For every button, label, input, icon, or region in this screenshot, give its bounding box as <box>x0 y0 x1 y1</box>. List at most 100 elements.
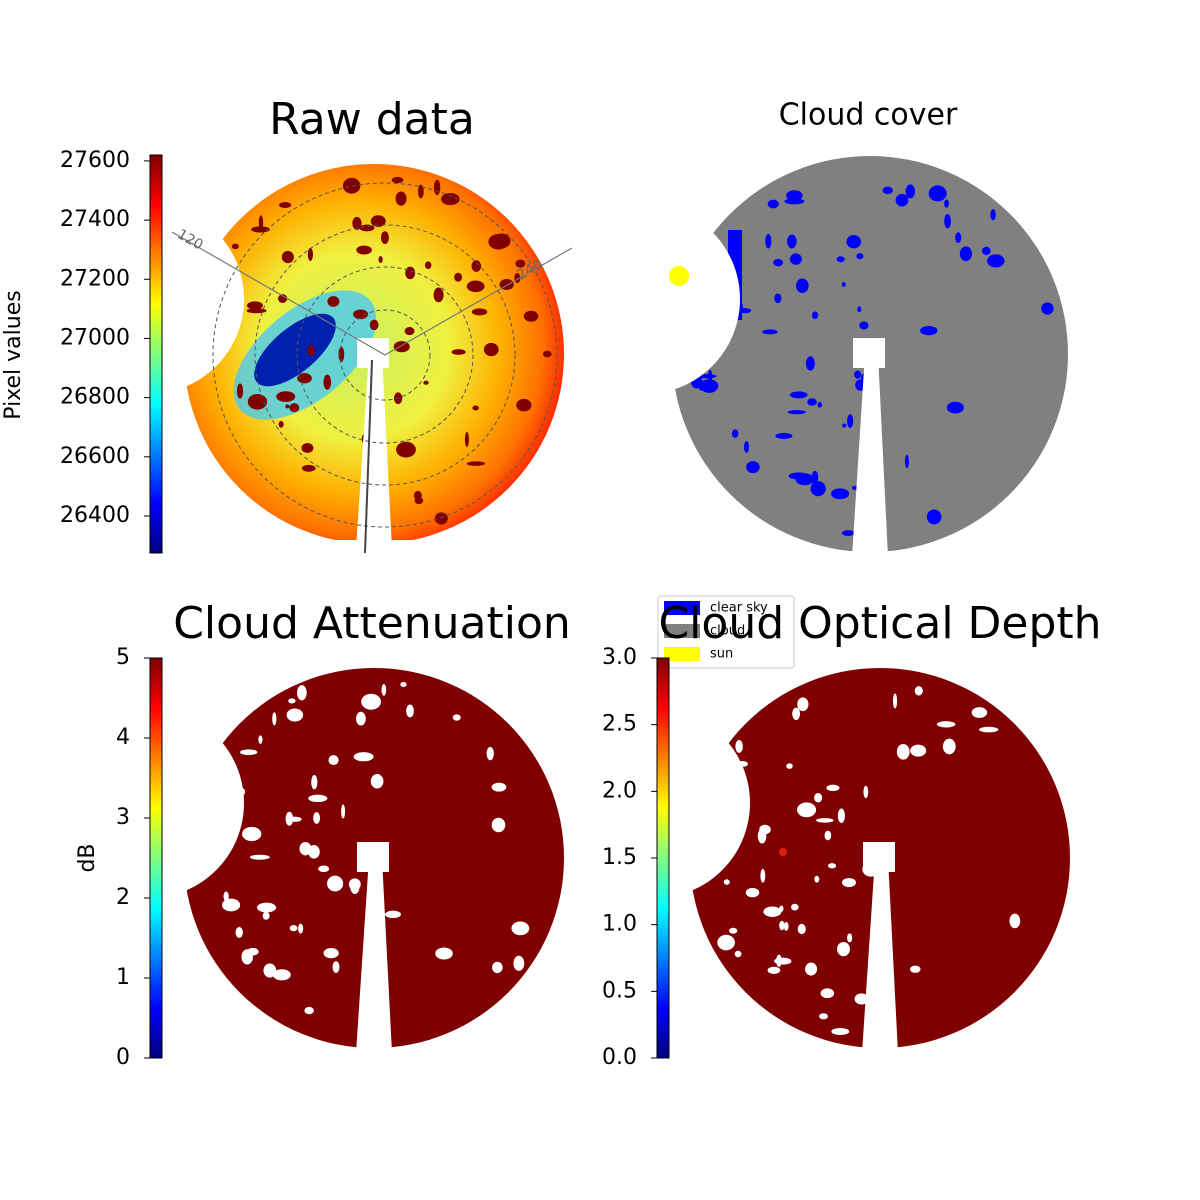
spot <box>223 891 229 902</box>
spot <box>423 380 429 385</box>
spot <box>391 176 404 184</box>
spot <box>981 246 991 256</box>
colorbar-label: dB <box>75 843 100 872</box>
spot <box>805 962 818 976</box>
panel-title: Raw data <box>269 94 475 145</box>
spot <box>249 854 270 860</box>
spot <box>797 923 806 935</box>
spot <box>774 957 792 965</box>
spot <box>746 461 760 474</box>
spot <box>775 432 793 439</box>
spot <box>914 686 923 696</box>
spot <box>355 711 366 726</box>
spot <box>797 802 817 818</box>
spot <box>308 794 328 803</box>
spot <box>854 993 869 1005</box>
spot <box>774 293 782 304</box>
notch <box>184 714 244 892</box>
spot <box>765 233 772 249</box>
spot <box>831 1028 850 1036</box>
spot <box>272 969 291 981</box>
spot <box>847 933 853 943</box>
polar-ring <box>254 224 516 486</box>
spot <box>760 869 766 883</box>
legend-label: sun <box>710 647 733 662</box>
spot <box>820 988 835 999</box>
spot <box>400 681 407 688</box>
polar-ring <box>212 182 558 528</box>
sky-image <box>690 668 1070 1048</box>
spot <box>318 865 330 873</box>
mast-head <box>357 338 389 368</box>
spot <box>816 818 834 823</box>
spot <box>757 828 767 844</box>
spot <box>313 812 321 824</box>
spot <box>892 693 898 709</box>
spot <box>433 287 444 303</box>
spot <box>859 321 869 330</box>
spot-high <box>779 848 787 856</box>
spot <box>944 199 950 208</box>
spot <box>786 763 793 769</box>
spot <box>1009 913 1021 929</box>
spot <box>472 405 479 411</box>
spot <box>304 1006 314 1015</box>
spot <box>258 735 263 744</box>
spot <box>882 186 893 195</box>
legend-label: clear sky <box>710 601 768 616</box>
spot <box>824 830 832 841</box>
colorbar-tick-label: 1.0 <box>602 912 637 937</box>
spot <box>385 910 401 919</box>
spot <box>281 250 294 264</box>
spot <box>516 398 532 412</box>
panel-title: Cloud Optical Depth <box>658 598 1101 649</box>
spot <box>841 530 855 537</box>
spot <box>784 198 805 205</box>
spot <box>434 512 448 525</box>
spot <box>424 261 432 269</box>
spot <box>350 879 360 894</box>
spot <box>946 401 964 414</box>
colorbar-tick-label: 2.5 <box>602 712 637 737</box>
spot <box>826 784 840 792</box>
spot <box>441 193 460 206</box>
spot <box>246 308 267 314</box>
spot <box>723 879 730 885</box>
spot <box>910 965 921 973</box>
spot <box>486 746 494 761</box>
spot <box>814 875 820 883</box>
sky-image <box>672 156 1068 551</box>
spot <box>342 177 361 194</box>
spot <box>404 327 415 336</box>
spot <box>235 926 243 938</box>
spot <box>863 785 869 799</box>
colorbar-tick-label: 3 <box>116 805 130 830</box>
legend-label: cloud <box>710 624 745 639</box>
spot <box>256 902 277 913</box>
colorbar <box>149 657 163 1059</box>
spot <box>323 948 339 959</box>
colorbar-tick-label: 26600 <box>60 444 130 469</box>
spot <box>471 308 488 316</box>
spot <box>936 721 956 728</box>
spot <box>789 391 808 399</box>
spot <box>846 235 862 249</box>
spot <box>492 961 503 974</box>
spot <box>743 441 750 453</box>
spot <box>783 921 789 931</box>
panel-title: Cloud cover <box>779 98 958 133</box>
spot <box>395 191 407 206</box>
spot <box>452 714 461 721</box>
polar-spoke <box>171 231 386 356</box>
spot <box>896 744 910 760</box>
spot <box>464 432 469 447</box>
colorbar-tick-label: 1.5 <box>602 845 637 870</box>
colorbar-tick-label: 26400 <box>60 503 130 528</box>
spot <box>789 253 802 265</box>
spot <box>378 256 383 263</box>
spot <box>451 349 466 355</box>
spot <box>454 272 462 282</box>
legend-swatch <box>664 624 700 638</box>
spot <box>841 281 846 287</box>
